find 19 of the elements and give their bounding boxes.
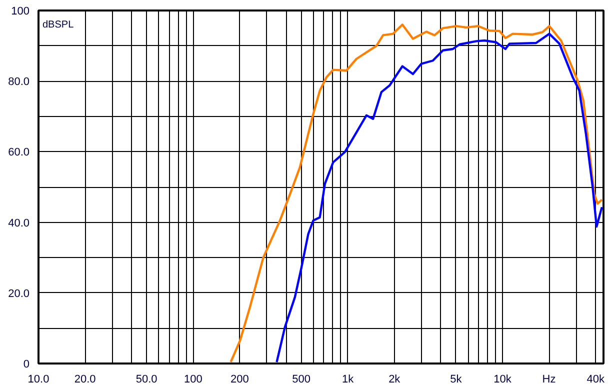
x-tick-label: 20.0 [74, 374, 96, 386]
y-tick-label: 40.0 [8, 217, 30, 230]
y-axis-title: dBSPL [42, 20, 74, 30]
y-tick-label: 20.0 [8, 288, 30, 300]
x-tick-label: 500 [292, 374, 310, 386]
y-tick-label: 60.0 [8, 146, 30, 159]
x-tick-label: 10.0 [28, 374, 50, 386]
x-tick-label: Hz [542, 374, 556, 386]
x-tick-label: 1k [342, 374, 354, 386]
y-tick-label: 80.0 [8, 76, 30, 88]
x-tick-label: 200 [230, 374, 249, 386]
x-tick-label: 10k [494, 374, 512, 386]
y-tick-label: 100 [11, 6, 30, 18]
x-tick-label: 5k [450, 374, 462, 386]
x-tick-label: 40k [586, 374, 605, 386]
x-tick-label: 50.0 [136, 374, 158, 386]
x-tick-label: 2k [388, 374, 401, 386]
y-tick-label: 0 [23, 358, 30, 370]
x-tick-label: 100 [184, 374, 202, 386]
